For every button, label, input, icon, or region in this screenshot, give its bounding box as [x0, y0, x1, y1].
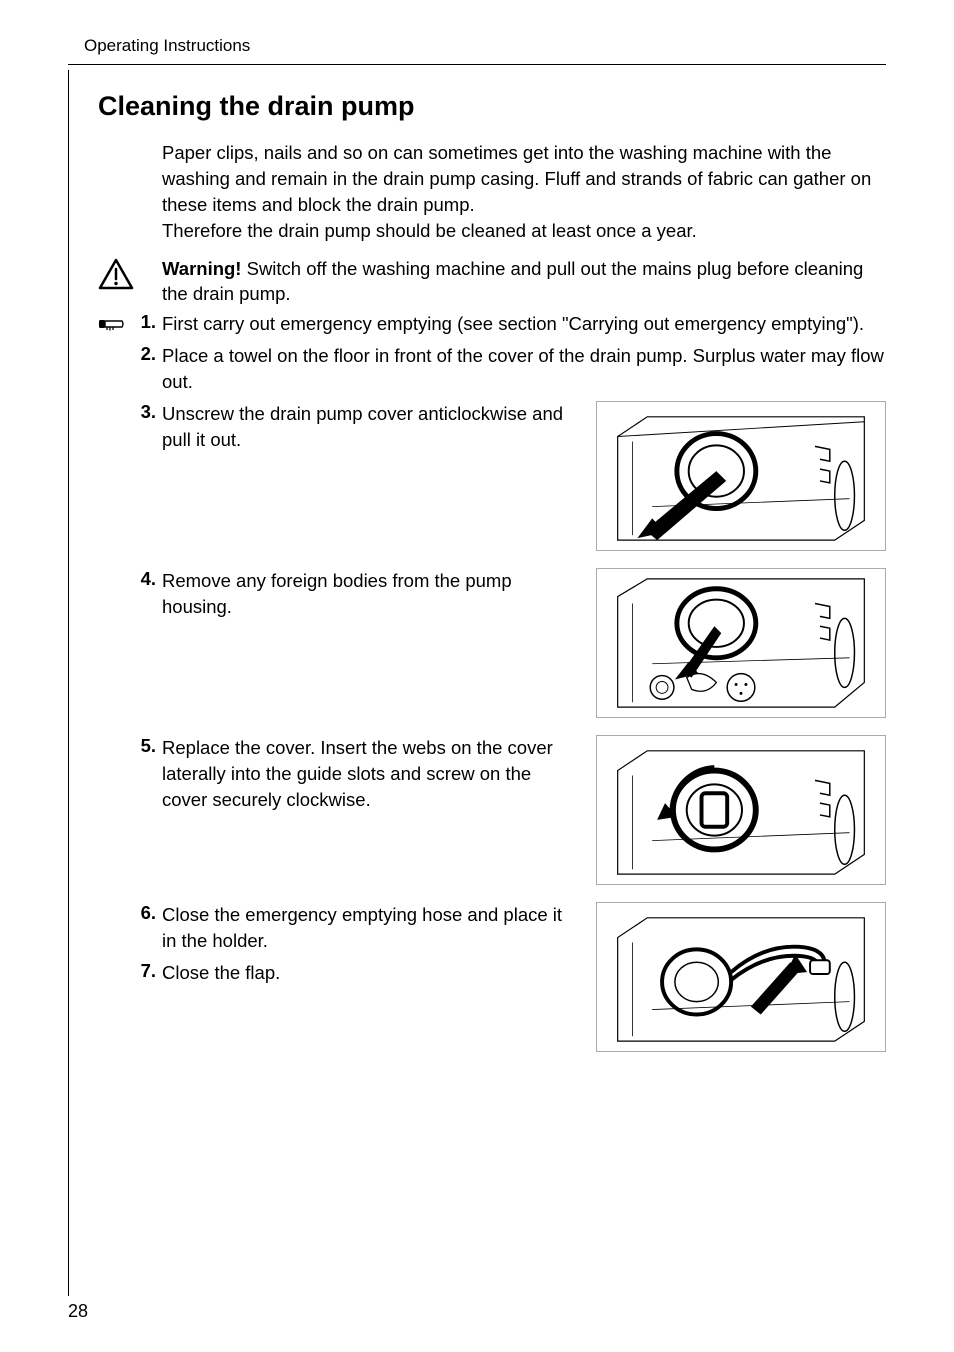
step-5-block: 5. Replace the cover. Insert the webs on… — [98, 735, 886, 890]
icon-spacer — [98, 401, 128, 405]
step-text: Unscrew the drain pump cover anticlockwi… — [162, 401, 576, 453]
step-text: Close the flap. — [162, 960, 280, 986]
warning-text: Warning! Switch off the washing machine … — [162, 256, 886, 308]
step-2: 2. Place a towel on the floor in front o… — [98, 343, 886, 395]
page-number: 28 — [68, 1301, 88, 1322]
running-header: Operating Instructions — [68, 36, 886, 56]
warning-block: Warning! Switch off the washing machine … — [98, 256, 886, 308]
step-text: Replace the cover. Insert the webs on th… — [162, 735, 576, 813]
warning-label: Warning! — [162, 258, 241, 279]
hand-icon-wrap — [98, 311, 128, 333]
warning-triangle-icon — [98, 258, 134, 290]
step-number: 7. — [128, 960, 162, 982]
icon-spacer — [98, 735, 128, 739]
step-text: Remove any foreign bodies from the pump … — [162, 568, 576, 620]
icon-spacer — [98, 960, 128, 964]
step-number: 4. — [128, 568, 162, 590]
step-text: Close the emergency emptying hose and pl… — [162, 902, 576, 954]
warning-icon-wrap — [98, 256, 162, 290]
intro-paragraph: Paper clips, nails and so on can sometim… — [98, 140, 886, 244]
step-1: 1. First carry out emergency emptying (s… — [98, 311, 886, 337]
foreign-bodies-illustration — [596, 568, 886, 718]
icon-spacer — [98, 343, 128, 347]
drain-pump-unscrew-illustration — [596, 401, 886, 551]
step-number: 6. — [128, 902, 162, 924]
illustration-step-3 — [596, 401, 886, 556]
close-flap-illustration — [596, 902, 886, 1052]
intro-text-2: Therefore the drain pump should be clean… — [162, 218, 886, 244]
step-text: Place a towel on the floor in front of t… — [162, 343, 886, 395]
page: Operating Instructions Cleaning the drai… — [0, 0, 954, 1352]
step-text: First carry out emergency emptying (see … — [162, 311, 886, 337]
replace-cover-illustration — [596, 735, 886, 885]
illustration-step-6-7 — [596, 902, 886, 1057]
section-title: Cleaning the drain pump — [98, 91, 886, 122]
intro-text-1: Paper clips, nails and so on can sometim… — [162, 140, 886, 218]
pointing-hand-icon — [98, 315, 124, 333]
step-number: 1. — [128, 311, 162, 333]
side-rule — [68, 70, 69, 1296]
illustration-step-4 — [596, 568, 886, 723]
step-number: 2. — [128, 343, 162, 365]
step-3-block: 3. Unscrew the drain pump cover anticloc… — [98, 401, 886, 556]
content-area: Cleaning the drain pump Paper clips, nai… — [68, 65, 886, 1057]
step-number: 3. — [128, 401, 162, 423]
step-6-7-block: 6. Close the emergency emptying hose and… — [98, 902, 886, 1057]
warning-body: Switch off the washing machine and pull … — [162, 258, 863, 305]
step-number: 5. — [128, 735, 162, 757]
icon-spacer — [98, 568, 128, 572]
icon-spacer — [98, 902, 128, 906]
illustration-step-5 — [596, 735, 886, 890]
step-4-block: 4. Remove any foreign bodies from the pu… — [98, 568, 886, 723]
